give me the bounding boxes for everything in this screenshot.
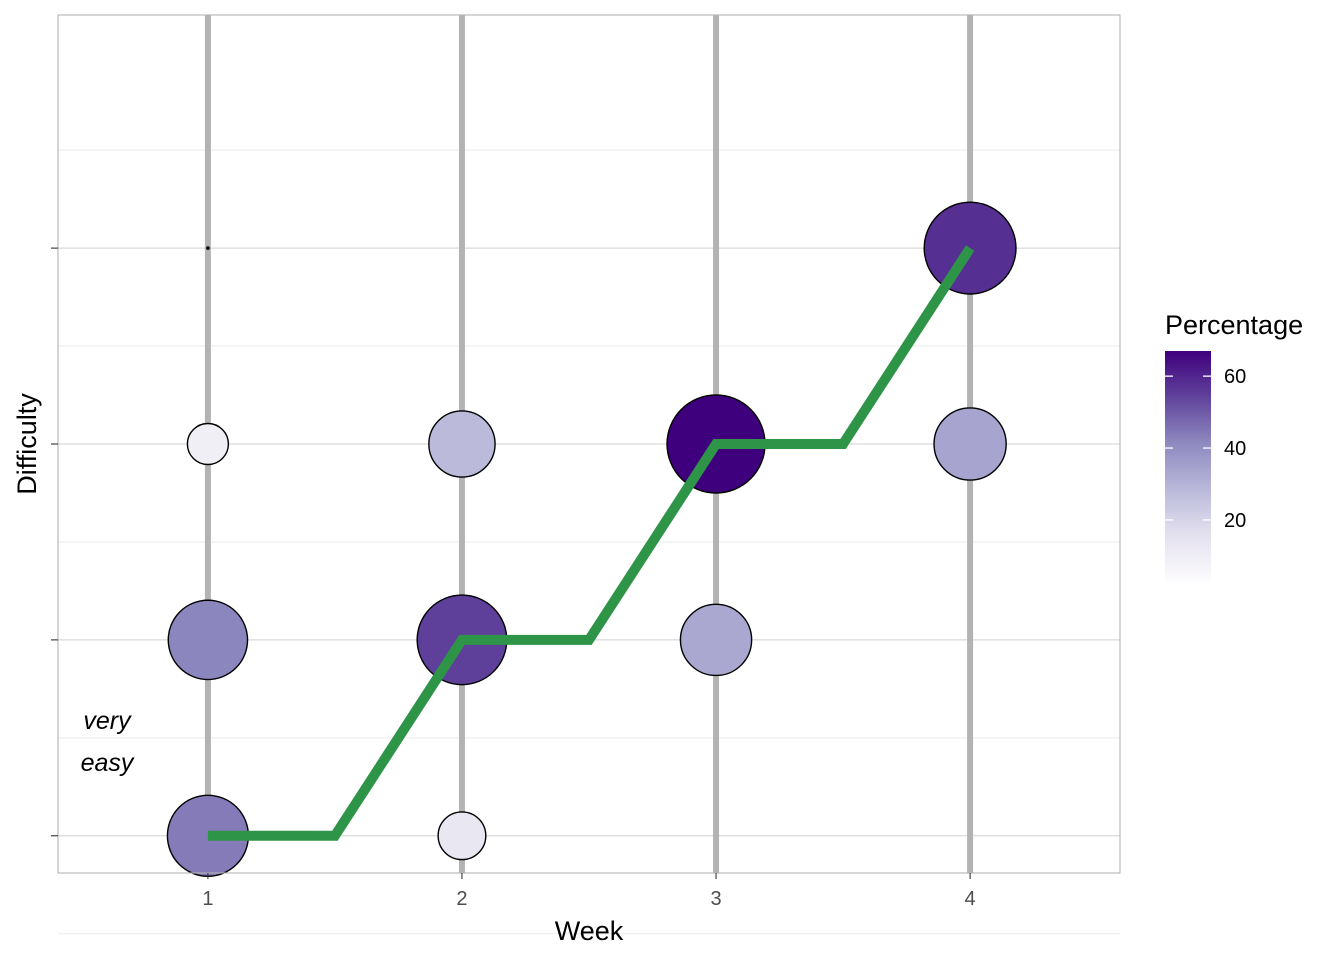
x-tick-label: 3 <box>710 888 721 910</box>
median-line <box>207 245 975 841</box>
legend-tick-label: 40 <box>1224 438 1246 460</box>
legend-tick-label: 60 <box>1224 366 1246 388</box>
x-tick-label: 1 <box>202 888 213 910</box>
annotation-line-1: very <box>83 707 132 735</box>
bubble-week3-level2 <box>679 603 753 677</box>
grid-lines <box>58 149 1120 935</box>
bubble-week4-level3 <box>933 407 1007 481</box>
annotation-line-2: easy <box>81 749 135 777</box>
legend-tick-label: 20 <box>1224 510 1246 532</box>
x-tick-label: 4 <box>965 888 976 910</box>
x-tick-label: 2 <box>456 888 467 910</box>
legend: Percentage 20 40 60 <box>1165 310 1303 581</box>
legend-title: Percentage <box>1165 310 1303 340</box>
legend-ticks: 20 40 60 <box>1165 366 1246 532</box>
bubble-week2-level3 <box>428 410 496 478</box>
legend-colorbar <box>1165 351 1211 581</box>
median-step-line <box>207 245 975 841</box>
bubble-week1-level2 <box>167 599 249 681</box>
annotation-very-easy: very easy <box>81 707 135 777</box>
y-axis-title: Difficulty <box>12 393 42 495</box>
bubble-week1-level3 <box>186 422 230 466</box>
x-axis-title: Week <box>555 916 624 946</box>
bubble-week1-level4 <box>206 246 210 250</box>
axes: 1 2 3 4 <box>51 247 976 910</box>
bubble-week2-level1 <box>437 811 487 861</box>
